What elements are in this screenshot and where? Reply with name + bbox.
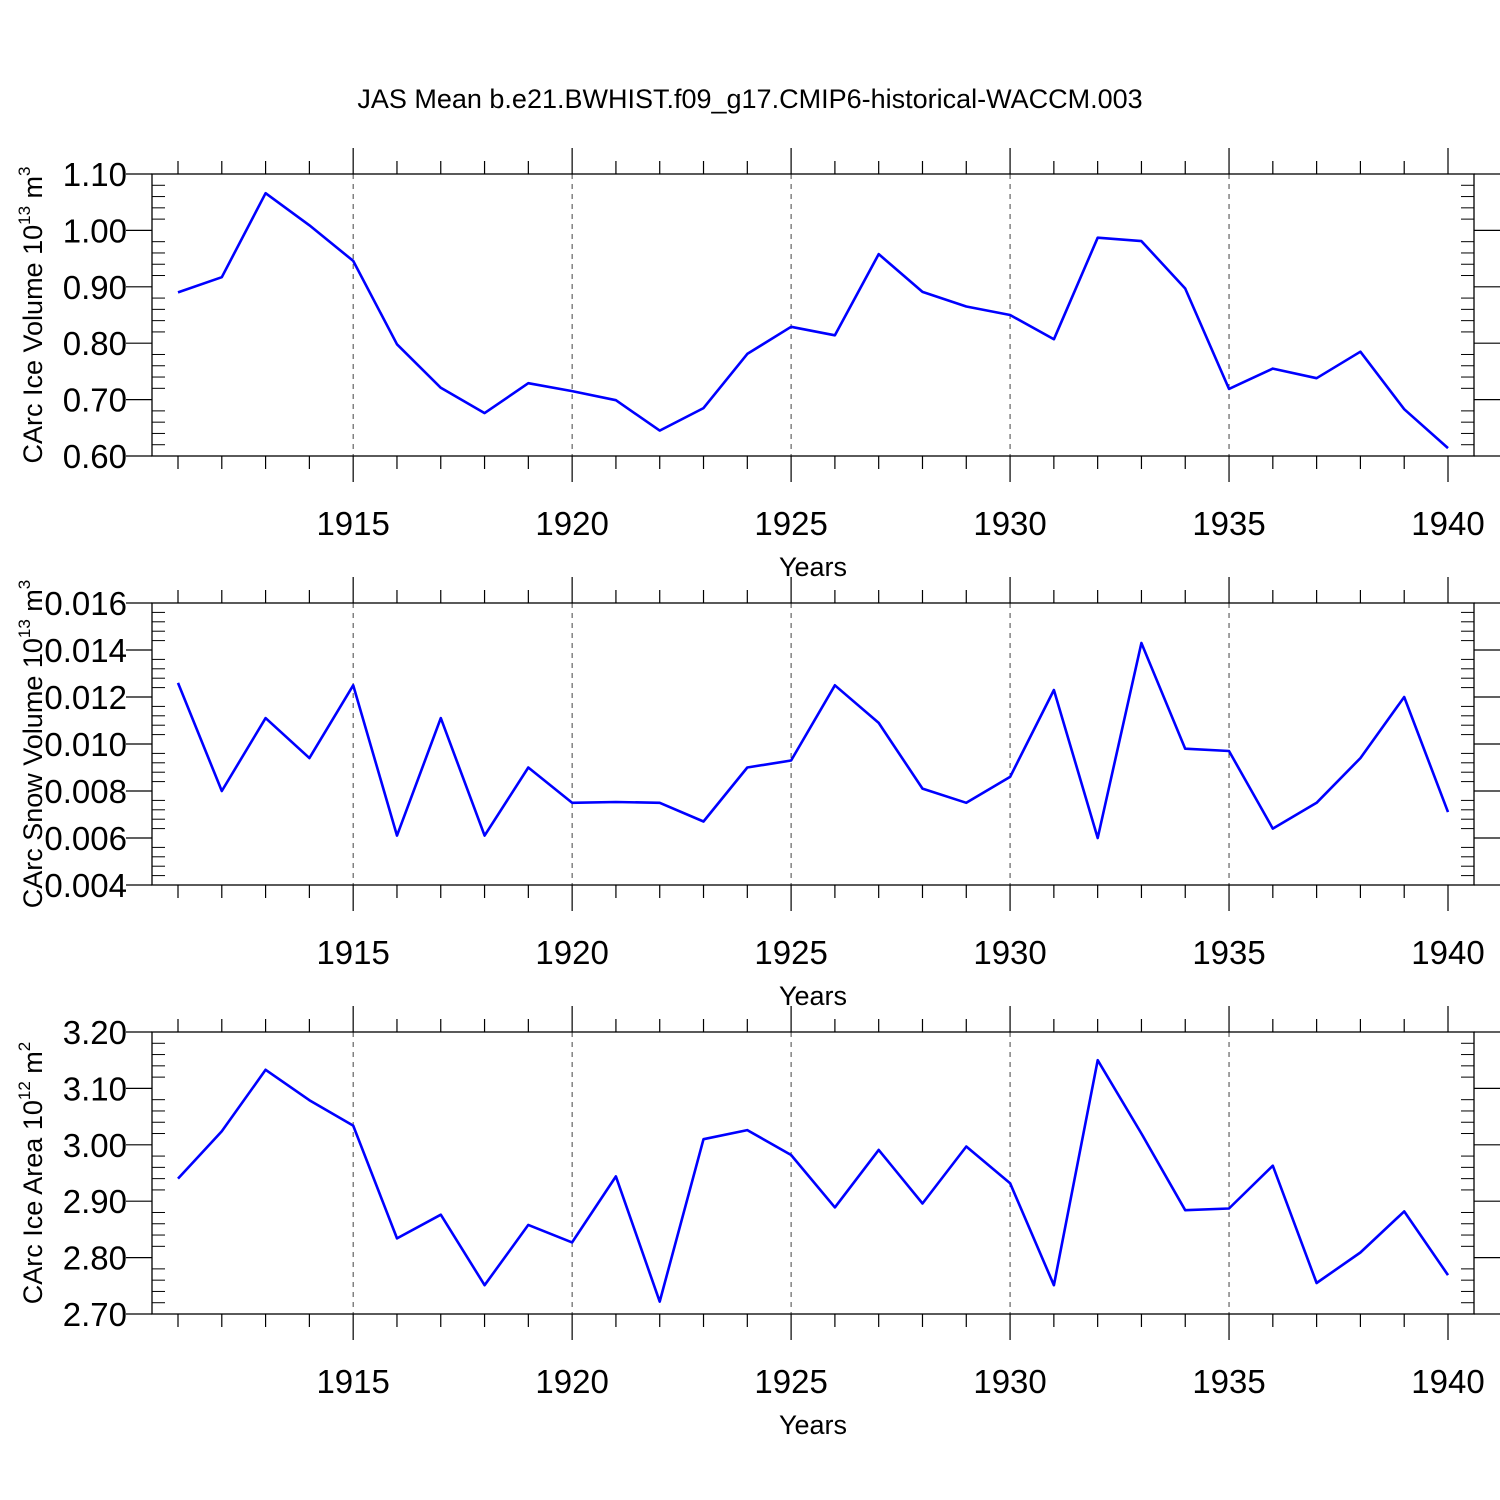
chart-panel-1: 1915 1920 1925 1930 1935 1940 0.60 0.70 0.80 0.90… bbox=[15, 148, 1500, 582]
x-axis-title: Years bbox=[779, 981, 847, 1011]
y-tick-label: 3.20 bbox=[63, 1014, 127, 1051]
y-tick-label: 3.10 bbox=[63, 1070, 127, 1107]
series-line bbox=[177, 1058, 1450, 1303]
x-tick-label: 1915 bbox=[316, 1363, 389, 1400]
x-tick-label: 1930 bbox=[973, 934, 1046, 971]
x-tick-label: 1915 bbox=[316, 505, 389, 542]
x-tick-label: 1920 bbox=[535, 505, 608, 542]
x-tick-label: 1940 bbox=[1411, 505, 1484, 542]
x-axis-title: Years bbox=[779, 1410, 847, 1440]
x-tick-label: 1940 bbox=[1411, 934, 1484, 971]
x-tick-label: 1935 bbox=[1192, 505, 1265, 542]
x-tick-label: 1925 bbox=[754, 934, 827, 971]
y-axis-title-unit-exponent: 3 bbox=[15, 580, 34, 589]
y-axis-title-unit: m bbox=[18, 1051, 48, 1081]
y-axis-title-text: CArc Ice Volume 10 bbox=[18, 225, 48, 464]
y-tick-label: 0.004 bbox=[44, 867, 127, 904]
y-tick-label: 2.80 bbox=[63, 1240, 127, 1277]
x-axis-title: Years bbox=[779, 552, 847, 582]
y-axis-title-text: CArc Snow Volume 10 bbox=[18, 638, 48, 908]
y-tick-label: 0.006 bbox=[44, 820, 127, 857]
y-tick-label: 2.70 bbox=[63, 1296, 127, 1333]
x-tick-label: 1920 bbox=[535, 934, 608, 971]
y-axis-title-exponent: 12 bbox=[15, 1081, 34, 1100]
y-tick-label: 0.014 bbox=[44, 632, 127, 669]
page-title: JAS Mean b.e21.BWHIST.f09_g17.CMIP6-hist… bbox=[357, 84, 1143, 114]
y-tick-label: 0.70 bbox=[63, 382, 127, 419]
y-tick-label: 1.10 bbox=[63, 156, 127, 193]
y-tick-label: 0.80 bbox=[63, 325, 127, 362]
chart-panel-3: 1915 1920 1925 1930 1935 1940 2.70 2.80 2.90 3.00… bbox=[15, 1006, 1500, 1440]
y-axis-title-exponent: 13 bbox=[15, 206, 34, 225]
series-line bbox=[177, 191, 1449, 450]
y-tick-label: 0.012 bbox=[44, 679, 127, 716]
y-tick-label: 3.00 bbox=[63, 1127, 127, 1164]
x-tick-label: 1925 bbox=[754, 1363, 827, 1400]
x-tick-label: 1930 bbox=[973, 505, 1046, 542]
x-tick-label: 1940 bbox=[1411, 1363, 1484, 1400]
y-tick-label: 2.90 bbox=[63, 1183, 127, 1220]
y-axis-title: CArc Ice Area 1012 m2 bbox=[15, 1042, 48, 1305]
x-tick-label: 1920 bbox=[535, 1363, 608, 1400]
y-tick-label: 0.016 bbox=[44, 585, 127, 622]
y-tick-label: 0.010 bbox=[44, 726, 127, 763]
x-tick-label: 1935 bbox=[1192, 934, 1265, 971]
x-tick-label: 1915 bbox=[316, 934, 389, 971]
y-axis-title-exponent: 13 bbox=[15, 619, 34, 638]
y-tick-label: 1.00 bbox=[63, 212, 127, 249]
y-tick-label: 0.90 bbox=[63, 269, 127, 306]
y-axis-title: CArc Snow Volume 1013 m3 bbox=[15, 580, 48, 909]
y-axis-title-unit: m bbox=[18, 589, 48, 619]
y-tick-label: 0.60 bbox=[63, 438, 127, 475]
series-line bbox=[176, 641, 1450, 840]
y-axis-title-unit-exponent: 3 bbox=[15, 166, 34, 175]
y-axis-title-unit: m bbox=[18, 176, 48, 206]
x-tick-label: 1925 bbox=[754, 505, 827, 542]
y-tick-label: 0.008 bbox=[44, 773, 127, 810]
plot-frame bbox=[151, 1031, 1475, 1315]
y-axis-title: CArc Ice Volume 1013 m3 bbox=[15, 166, 48, 463]
plot-frame bbox=[151, 173, 1475, 457]
y-axis-title-text: CArc Ice Area 10 bbox=[18, 1100, 48, 1304]
plot-frame bbox=[151, 602, 1475, 886]
x-tick-label: 1935 bbox=[1192, 1363, 1265, 1400]
chart-panel-2: 1915 1920 1925 1930 1935 1940 0.004 0.006 0.008 0… bbox=[15, 577, 1500, 1011]
x-tick-label: 1930 bbox=[973, 1363, 1046, 1400]
y-axis-title-unit-exponent: 2 bbox=[15, 1042, 34, 1051]
